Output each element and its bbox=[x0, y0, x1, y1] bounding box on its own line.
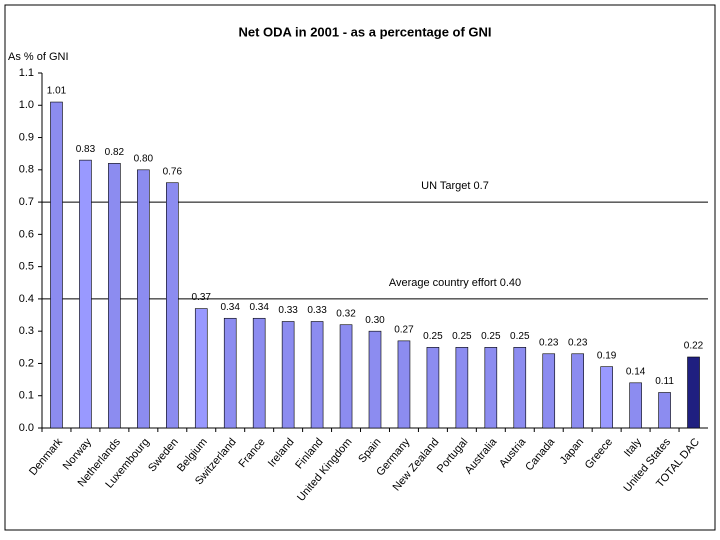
bar bbox=[397, 340, 411, 429]
bar bbox=[194, 308, 208, 429]
value-label: 0.23 bbox=[539, 337, 559, 348]
bar bbox=[658, 392, 671, 429]
bar bbox=[223, 317, 237, 429]
bar bbox=[339, 324, 353, 429]
value-label: 0.27 bbox=[394, 325, 414, 336]
bar bbox=[600, 366, 613, 429]
bar bbox=[687, 356, 700, 429]
y-tick-label: 0.8 bbox=[19, 164, 34, 176]
x-tick-label: Spain bbox=[356, 436, 383, 465]
value-label: 0.25 bbox=[452, 331, 472, 342]
value-label: 0.32 bbox=[336, 308, 356, 319]
value-label: 0.11 bbox=[655, 376, 674, 387]
value-label: 0.22 bbox=[684, 341, 704, 352]
value-label: 0.34 bbox=[249, 302, 269, 313]
bar bbox=[108, 163, 121, 429]
x-tick-label: Denmark bbox=[27, 436, 65, 478]
value-label: 0.33 bbox=[307, 305, 327, 316]
y-tick-label: 0.3 bbox=[19, 325, 34, 337]
value-label: 0.14 bbox=[626, 366, 646, 377]
chart-title: Net ODA in 2001 - as a percentage of GNI bbox=[238, 24, 491, 39]
x-tick-label: Australia bbox=[463, 435, 500, 476]
bar bbox=[542, 353, 556, 429]
value-label: 0.19 bbox=[597, 350, 617, 361]
value-label: 0.30 bbox=[365, 315, 385, 326]
x-tick-label: Ireland bbox=[266, 436, 297, 469]
reference-label: Average country effort 0.40 bbox=[389, 277, 521, 289]
bar bbox=[252, 317, 266, 429]
x-tick-label: United Kingdom bbox=[295, 436, 355, 504]
value-label: 0.25 bbox=[481, 331, 501, 342]
bar bbox=[166, 182, 179, 429]
y-tick-label: 0.7 bbox=[19, 196, 34, 208]
y-tick-label: 0.9 bbox=[19, 131, 34, 143]
value-label: 0.37 bbox=[192, 292, 212, 303]
y-tick-label: 1.1 bbox=[19, 67, 34, 79]
value-label: 0.80 bbox=[134, 153, 154, 164]
bar bbox=[513, 347, 527, 429]
value-label: 1.01 bbox=[47, 86, 67, 97]
bar bbox=[426, 347, 440, 429]
value-label: 0.34 bbox=[220, 302, 240, 313]
value-label: 0.23 bbox=[568, 337, 588, 348]
x-tick-label: Italy bbox=[622, 436, 644, 460]
y-tick-label: 1.0 bbox=[19, 99, 34, 111]
x-tick-label: Greece bbox=[583, 436, 615, 471]
bar bbox=[137, 169, 150, 429]
y-tick-label: 0.0 bbox=[19, 422, 34, 434]
bar bbox=[629, 382, 642, 429]
bar bbox=[50, 101, 63, 429]
bar bbox=[368, 330, 382, 429]
bar bbox=[281, 321, 295, 429]
x-tick-label: Canada bbox=[523, 435, 558, 473]
y-axis-label: As % of GNI bbox=[8, 51, 69, 63]
y-tick-label: 0.6 bbox=[19, 228, 34, 240]
y-tick-label: 0.5 bbox=[19, 261, 34, 273]
value-label: 0.76 bbox=[163, 166, 183, 177]
x-tick-label: Japan bbox=[558, 436, 586, 467]
value-label: 0.83 bbox=[76, 144, 96, 155]
bar bbox=[455, 347, 469, 429]
reference-label: UN Target 0.7 bbox=[421, 180, 489, 192]
bar bbox=[484, 347, 498, 429]
y-tick-label: 0.1 bbox=[19, 390, 34, 402]
value-label: 0.82 bbox=[105, 147, 125, 158]
x-tick-label: Sweden bbox=[146, 436, 181, 474]
bar bbox=[571, 353, 584, 429]
y-tick-label: 0.2 bbox=[19, 357, 34, 369]
frame bbox=[4, 4, 716, 531]
bar bbox=[79, 159, 92, 429]
bar bbox=[310, 321, 324, 429]
value-label: 0.25 bbox=[423, 331, 443, 342]
x-tick-label: France bbox=[236, 436, 267, 470]
y-tick-label: 0.4 bbox=[19, 293, 34, 305]
value-label: 0.25 bbox=[510, 331, 530, 342]
value-label: 0.33 bbox=[278, 305, 298, 316]
